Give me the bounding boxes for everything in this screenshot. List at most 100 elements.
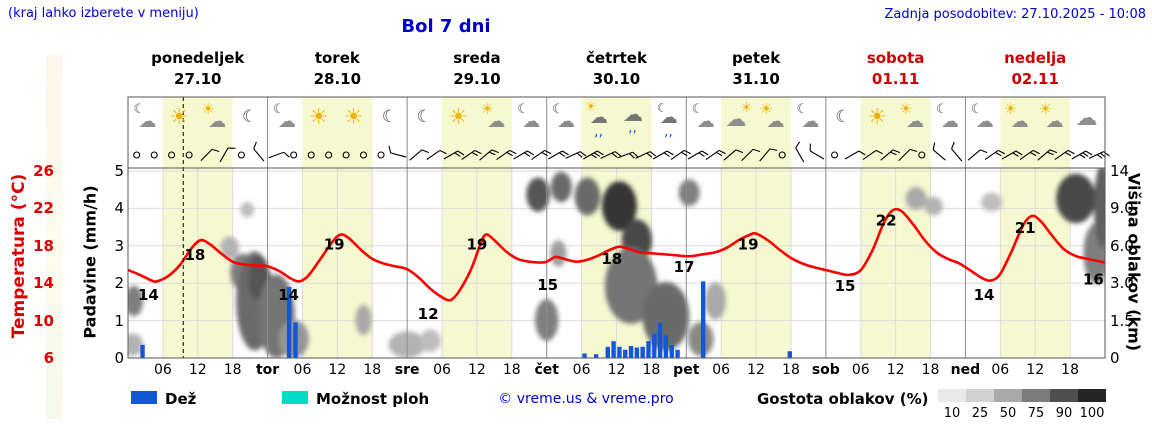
day-header: ponedeljek 27.10 [128, 48, 268, 90]
cloud-blob [355, 304, 372, 336]
x-day-label: sob [811, 362, 840, 378]
x-hour-label: 18 [502, 362, 521, 378]
x-day-label: tor [255, 362, 280, 378]
moon-cloud-icon: ☾ ☁ [133, 102, 157, 132]
calm-wind-icon [237, 151, 245, 159]
temperature-strip [46, 55, 62, 419]
x-hour-label: 18 [363, 362, 382, 378]
wind-barbs-row [133, 141, 1110, 163]
sun-icon: ☀ [861, 99, 895, 141]
wind-barb-icon [1019, 149, 1040, 161]
temperature-label: 16 [1083, 271, 1104, 289]
x-hour-label: 06 [293, 362, 312, 378]
axis-tick: 22 [33, 199, 54, 218]
temperature-label: 12 [418, 305, 439, 323]
x-hour-label: 12 [468, 362, 486, 378]
temperature-label: 15 [835, 277, 856, 295]
cloud-scale-value: 10 [943, 406, 961, 421]
rain-swatch [131, 391, 157, 404]
precip-bar [700, 281, 706, 358]
wind-barb-icon [809, 143, 825, 160]
precip-bar [640, 346, 645, 358]
wind-barb-icon [479, 149, 499, 161]
calm-wind-icon [918, 151, 926, 159]
wind-barb-icon [880, 149, 901, 161]
x-hour-label: 06 [572, 362, 591, 378]
wind-barb-icon [600, 151, 622, 159]
cloud-blob [704, 282, 726, 320]
axis-tick: 0 [1110, 349, 1120, 367]
sun-cloud-icon: ☀ ☁ [759, 100, 785, 132]
cloud-blob [419, 329, 441, 353]
cloud-scale-cell [994, 389, 1022, 402]
wind-barb-icon [583, 150, 604, 160]
sun-cloud-icon: ☀ ☁ [1003, 100, 1029, 132]
day-name: ponedeljek [151, 49, 245, 67]
temperature-label: 22 [876, 211, 897, 229]
x-day-label: ned [950, 362, 981, 378]
moon-icon: ☾ [242, 107, 258, 127]
precip-bar [787, 351, 793, 358]
calm-wind-icon [342, 151, 350, 159]
axis-tick: 3 [114, 236, 124, 255]
temperature-label: 14 [974, 286, 995, 304]
axis-tick: 1.5 [1110, 311, 1134, 330]
wind-barb-icon [759, 148, 778, 162]
page-title: Bol 7 dni [401, 16, 491, 37]
cloud-scale-cell [1022, 389, 1050, 402]
wind-barb-icon [635, 151, 657, 159]
sun-cloud-icon: ☀ ☁ [1038, 100, 1064, 132]
moon-cloud-icon: ☾ ☁ [796, 102, 820, 132]
precip-bar [652, 333, 657, 358]
cloud-scale-cell [1078, 389, 1106, 402]
moon-cloud-icon: ☾ ☁ [970, 102, 994, 132]
wind-barb-icon [741, 148, 761, 162]
cloud-blob [550, 171, 572, 203]
temperature-label: 19 [738, 235, 759, 253]
sun-glyph: ☀ [448, 105, 469, 130]
day-date: 01.11 [871, 70, 920, 88]
precip-bars [140, 281, 793, 358]
x-hour-label: 18 [642, 362, 661, 378]
calm-wind-icon [325, 151, 333, 159]
sun-cloud-icon: ☀ ☁ [899, 100, 925, 132]
moon-icon: ☾ [381, 107, 397, 127]
wind-barb-icon [496, 149, 517, 161]
x-hour-label: 12 [607, 362, 626, 378]
temperature-label: 14 [138, 286, 159, 304]
cloud-blob [601, 181, 637, 231]
cloud-layer [128, 168, 1105, 358]
axis-tick: 10 [33, 311, 54, 330]
temperature-label: 14 [278, 286, 299, 304]
moon-cloud-icon: ☾ ☁ [517, 102, 541, 132]
day-date: 02.11 [1011, 70, 1059, 88]
cloud-sun-icon: ☀ ☁ [725, 101, 753, 131]
precip-bar [605, 346, 610, 358]
wind-barb-icon [1037, 149, 1058, 161]
copyright: © vreme.us & vreme.pro [498, 391, 674, 407]
wind-barb-icon [898, 148, 918, 162]
moon-icon: ☾ [416, 107, 432, 127]
sun-cloud-icon: ☀ ☁ [480, 100, 506, 132]
wind-barb-icon [670, 149, 691, 161]
calm-wind-icon [377, 151, 385, 159]
x-hour-label: 12 [328, 362, 347, 378]
moon-cloud-icon: ☾ ☁ [273, 102, 297, 132]
cloud-blob [574, 177, 601, 216]
last-update: Zadnja posodobitev: 27.10.2025 - 10:08 [884, 7, 1146, 22]
day-date: 28.10 [313, 70, 362, 88]
cloud-icon: ☁ [1075, 106, 1098, 131]
wind-barb-icon [409, 149, 430, 161]
axis-tick: 5 [114, 162, 124, 180]
calm-wind-icon [168, 151, 176, 159]
x-hour-label: 12 [886, 362, 905, 378]
cloud-blob [128, 285, 144, 317]
precip-bar [628, 346, 634, 358]
calm-wind-icon [290, 151, 298, 159]
sun-glyph: ☀ [867, 105, 887, 130]
moon-cloud-icon: ☾ ☁ [552, 102, 576, 132]
wind-barb-icon [705, 149, 726, 161]
cloud-blob [550, 240, 567, 267]
cloud-scale-cell [1050, 389, 1078, 402]
wind-barb-icon [862, 149, 883, 161]
